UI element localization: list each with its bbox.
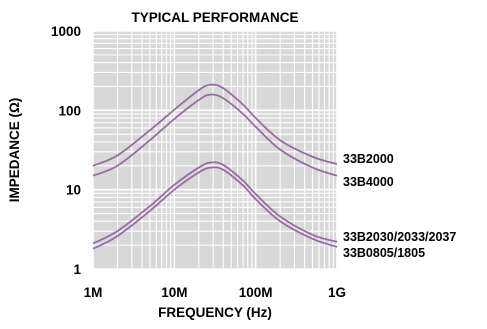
- axis-tick-labels: 1M 10M 100M 1G 1 10 100 1000: [51, 24, 346, 300]
- series-line-1: [92, 83, 338, 167]
- y-axis-label: IMPEDANCE (Ω): [7, 98, 22, 203]
- y-tick-label-2: 10: [66, 183, 81, 198]
- series-line-2: [92, 93, 338, 177]
- series-label-1: 33B2000: [343, 152, 394, 166]
- x-tick-label-1: 1M: [84, 285, 103, 300]
- series-label-2: 33B4000: [343, 175, 394, 189]
- grid-lines: [92, 30, 338, 270]
- chart-title: TYPICAL PERFORMANCE: [131, 10, 298, 25]
- x-tick-label-3: 100M: [239, 285, 273, 300]
- impedance-curves: [92, 83, 338, 250]
- series-label-3: 33B2030/2033/2037: [343, 230, 456, 244]
- series-label-4: 33B0805/1805: [343, 246, 425, 260]
- x-tick-label-2: 10M: [161, 285, 187, 300]
- y-tick-label-4: 1000: [51, 24, 81, 39]
- x-axis-label: FREQUENCY (Hz): [158, 305, 272, 320]
- y-tick-label-1: 1: [73, 262, 81, 277]
- series-line-4: [92, 166, 338, 250]
- x-tick-label-4: 1G: [328, 285, 346, 300]
- y-tick-label-3: 100: [58, 103, 81, 118]
- series-line-3: [92, 161, 338, 245]
- series-labels: 33B2000 33B4000 33B2030/2033/2037 33B0805/1…: [343, 152, 456, 260]
